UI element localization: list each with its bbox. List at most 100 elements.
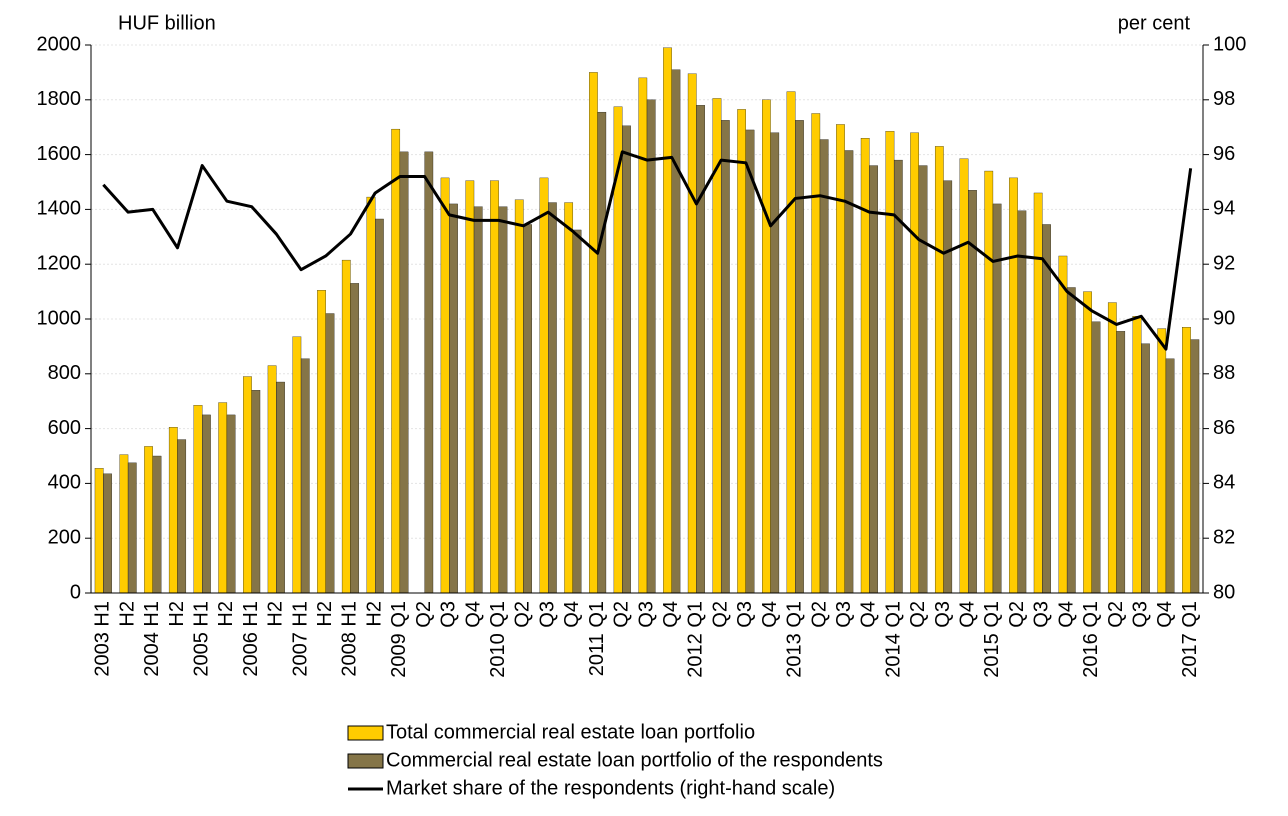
- x-tick-label: Q4: [561, 601, 583, 628]
- bar: [424, 151, 434, 594]
- x-tick-label: 2010 Q1: [487, 601, 509, 678]
- y2-tick-label: 92: [1213, 252, 1235, 274]
- x-tick-label: Q4: [1154, 601, 1176, 628]
- bar: [737, 109, 746, 594]
- bar: [243, 376, 252, 594]
- bar: [720, 120, 730, 594]
- bar: [1107, 302, 1117, 594]
- y2-tick-label: 82: [1213, 526, 1235, 548]
- bar: [539, 177, 549, 594]
- bar: [646, 99, 656, 594]
- y-tick-label: 400: [48, 472, 81, 494]
- x-tick-label: 2006 H1: [240, 601, 262, 677]
- y-tick-label: 2000: [37, 33, 82, 55]
- bar: [251, 390, 261, 594]
- bar: [770, 132, 780, 594]
- y2-tick-label: 96: [1213, 143, 1235, 165]
- bar: [177, 439, 187, 594]
- bar: [1116, 331, 1126, 594]
- bar: [687, 73, 697, 594]
- bar: [1165, 358, 1175, 594]
- x-tick-label: Q4: [660, 601, 682, 628]
- bar: [786, 91, 796, 594]
- bar: [94, 468, 104, 594]
- bar: [226, 414, 236, 594]
- bar: [449, 203, 458, 594]
- y-tick-label: 1400: [37, 198, 82, 220]
- x-tick-label: H2: [166, 601, 188, 627]
- bar: [696, 105, 705, 594]
- bar: [638, 77, 648, 594]
- bar: [127, 462, 137, 594]
- y2-tick-label: 88: [1213, 362, 1235, 384]
- bar: [663, 47, 672, 594]
- bar: [1091, 321, 1101, 594]
- x-tick-label: Q2: [1006, 601, 1028, 628]
- x-tick-label: H2: [363, 601, 385, 627]
- x-tick-label: Q3: [438, 601, 460, 628]
- legend-label: Total commercial real estate loan portfo…: [386, 721, 755, 743]
- x-tick-label: Q2: [808, 601, 830, 628]
- legend-marker: [347, 725, 384, 741]
- bar: [1033, 192, 1043, 594]
- y2-tick-label: 90: [1213, 307, 1235, 329]
- x-tick-label: H2: [215, 601, 237, 627]
- bar: [514, 199, 524, 594]
- y2-tick-label: 98: [1213, 88, 1235, 110]
- bar: [218, 402, 228, 594]
- y-tick-label: 800: [48, 362, 81, 384]
- legend-label: Commercial real estate loan portfolio of…: [386, 749, 883, 771]
- bar: [671, 69, 681, 594]
- bar: [762, 99, 771, 594]
- bar: [103, 473, 112, 594]
- bar: [819, 139, 829, 594]
- x-tick-label: Q3: [635, 601, 657, 628]
- x-tick-label: 2008 H1: [339, 601, 361, 677]
- bar: [844, 150, 854, 594]
- x-tick-label: H2: [116, 601, 138, 627]
- x-tick-label: Q3: [932, 601, 954, 628]
- bar: [918, 165, 928, 594]
- bar: [1141, 343, 1150, 594]
- bar: [300, 358, 310, 594]
- x-tick-label: Q3: [833, 601, 855, 628]
- bar: [490, 180, 499, 594]
- y2-tick-label: 94: [1213, 198, 1235, 220]
- bar: [152, 455, 162, 594]
- bar: [860, 138, 870, 594]
- bar: [168, 427, 178, 594]
- x-tick-label: 2015 Q1: [981, 601, 1003, 678]
- x-tick-label: Q4: [759, 601, 781, 628]
- bar: [350, 283, 360, 594]
- bar: [548, 202, 557, 594]
- bar: [473, 206, 483, 594]
- bar: [745, 129, 755, 594]
- y-tick-label: 1000: [37, 307, 82, 329]
- x-tick-label: 2012 Q1: [685, 601, 707, 678]
- bar: [811, 113, 821, 594]
- bar: [1190, 339, 1200, 594]
- x-tick-label: 2014 Q1: [882, 601, 904, 678]
- x-tick-label: 2017 Q1: [1179, 601, 1201, 678]
- bar: [795, 120, 804, 594]
- x-tick-label: Q2: [907, 601, 929, 628]
- bar: [193, 405, 203, 594]
- bar: [622, 125, 631, 594]
- legend-marker: [347, 753, 384, 769]
- x-tick-label: Q3: [1130, 601, 1152, 628]
- bar: [1157, 328, 1167, 594]
- bar: [836, 124, 845, 594]
- bar: [465, 180, 475, 594]
- bar: [1182, 327, 1191, 594]
- bar: [202, 414, 211, 594]
- bar: [885, 131, 895, 594]
- bar: [943, 180, 953, 594]
- bar: [869, 165, 878, 594]
- x-tick-label: 2005 H1: [190, 601, 212, 677]
- y-tick-label: 1200: [37, 252, 82, 274]
- bar: [1009, 177, 1018, 594]
- y2-axis-title: per cent: [1118, 12, 1191, 34]
- bar: [959, 158, 969, 594]
- bar: [292, 336, 302, 594]
